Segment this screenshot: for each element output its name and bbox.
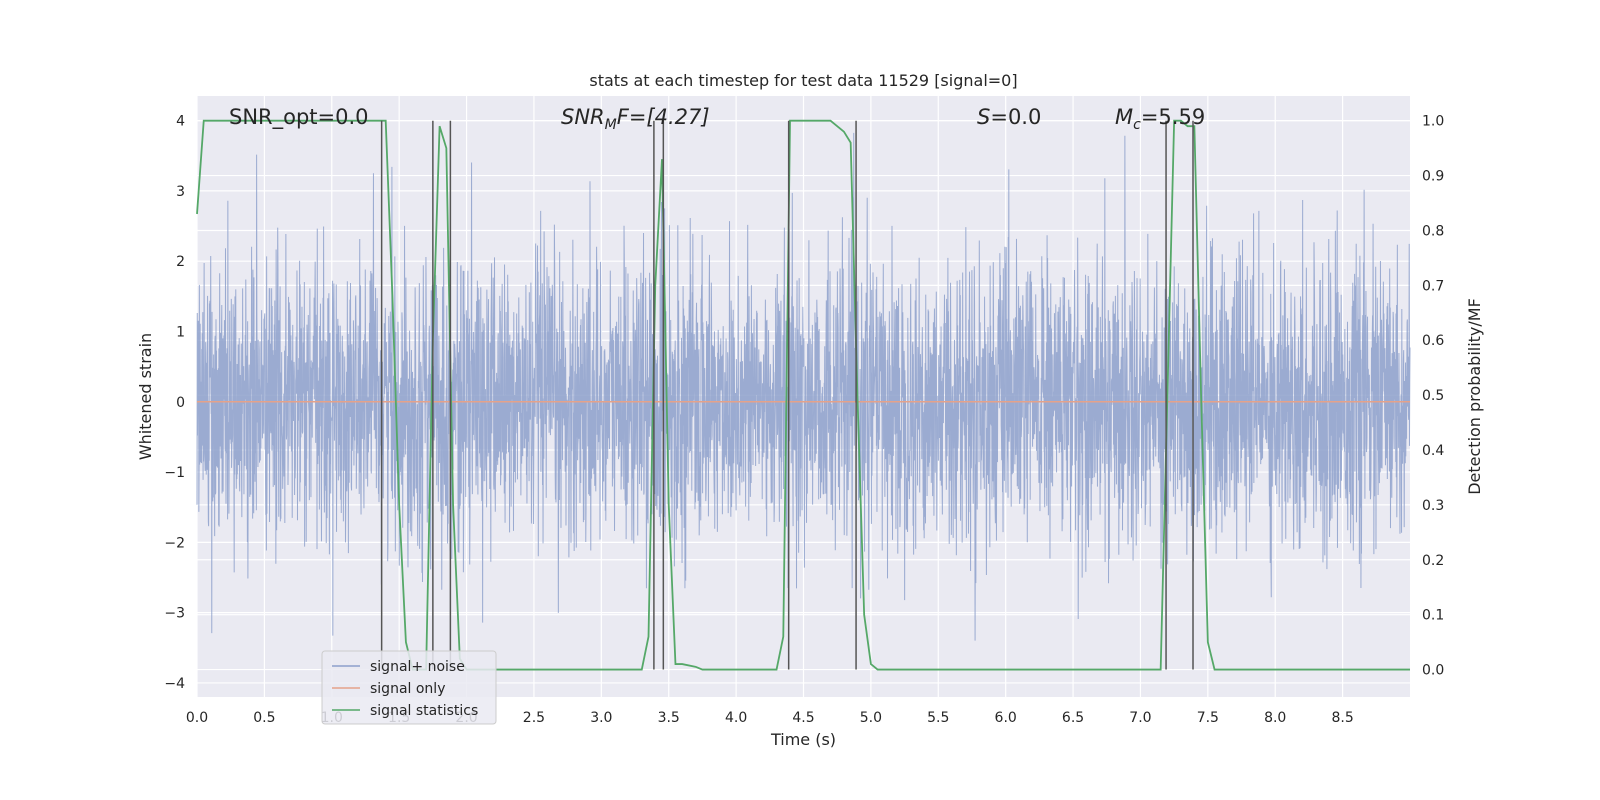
x-tick-label: 2.5 [523, 710, 545, 726]
y-left-tick-label: 4 [176, 114, 185, 130]
x-tick-label: 6.5 [1062, 710, 1084, 726]
x-tick-label: 8.5 [1331, 710, 1353, 726]
annotation-mc-subscript: c [1133, 117, 1141, 133]
vertical-markers [380, 120, 1194, 670]
y-left-tick-label: −1 [164, 465, 185, 481]
x-tick-label: 5.5 [927, 710, 949, 726]
legend-box [321, 650, 497, 725]
y-right-tick-label: 0.8 [1422, 223, 1444, 239]
y-left-tick-label: 1 [176, 324, 185, 340]
legend-label-signal-only: signal only [370, 681, 445, 697]
annotation-snr-mf-subscript: M [605, 117, 617, 133]
y-axis-label-left: Whitened strain [136, 333, 155, 460]
x-tick-label: 0.5 [253, 710, 275, 726]
y-left-tick-label: 2 [176, 254, 185, 270]
x-axis-label: Time (s) [770, 730, 836, 749]
x-tick-label: 6.0 [995, 710, 1017, 726]
x-tick-label: 0.0 [186, 710, 208, 726]
y-right-tick-label: 0.9 [1422, 169, 1444, 185]
signal-statistics-line [196, 119, 1410, 671]
y-left-tick-label: −2 [164, 535, 185, 551]
y-left-tick-label: 0 [176, 395, 185, 411]
y-right-tick-label: 0.0 [1422, 663, 1444, 679]
y-axis-label-right: Detection probability/MF [1465, 298, 1484, 495]
annotation-snr-mf-symbol: SNR [561, 105, 605, 129]
x-tick-label: 5.0 [860, 710, 882, 726]
y-right-tick-label: 0.5 [1422, 388, 1444, 404]
legend: signal+ noise signal only signal statist… [321, 650, 497, 725]
annotation-snr-opt: SNR_opt=0.0 [229, 105, 369, 130]
x-tick-label: 7.5 [1197, 710, 1219, 726]
x-tick-label: 7.0 [1129, 710, 1151, 726]
annotation-mc: Mc=5.59 [1115, 105, 1205, 133]
annotation-snr-mf-value: F=[4.27] [617, 105, 710, 129]
legend-label-signal-noise: signal+ noise [370, 659, 465, 675]
legend-label-signal-statistics: signal statistics [370, 703, 478, 719]
annotation-s-value: =0.0 [990, 105, 1041, 129]
y-right-tick-label: 0.3 [1422, 498, 1444, 514]
y-left-tick-label: −4 [164, 676, 185, 692]
x-tick-label: 4.0 [725, 710, 747, 726]
y-left-tick-label: 3 [176, 184, 185, 200]
y-right-tick-label: 0.4 [1422, 443, 1444, 459]
x-tick-label: 3.0 [590, 710, 612, 726]
signal-statistics-series [196, 119, 1410, 671]
chart-title: stats at each timestep for test data 115… [589, 71, 1017, 90]
annotation-mc-value: =5.59 [1141, 105, 1205, 129]
y-right-tick-label: 0.6 [1422, 333, 1444, 349]
annotation-mc-symbol: M [1115, 105, 1133, 129]
annotation-snr-mf: SNRMF=[4.27] [561, 105, 710, 133]
x-tick-label: 4.5 [792, 710, 814, 726]
annotation-s-symbol: S [977, 105, 990, 129]
y-right-tick-label: 0.7 [1422, 278, 1444, 294]
x-tick-label: 3.5 [658, 710, 680, 726]
y-right-tick-label: 0.1 [1422, 608, 1444, 624]
y-left-tick-label: −3 [164, 606, 185, 622]
y-right-tick-label: 1.0 [1422, 114, 1444, 130]
annotation-s: S=0.0 [977, 105, 1041, 129]
x-tick-label: 8.0 [1264, 710, 1286, 726]
y-right-tick-label: 0.2 [1422, 553, 1444, 569]
